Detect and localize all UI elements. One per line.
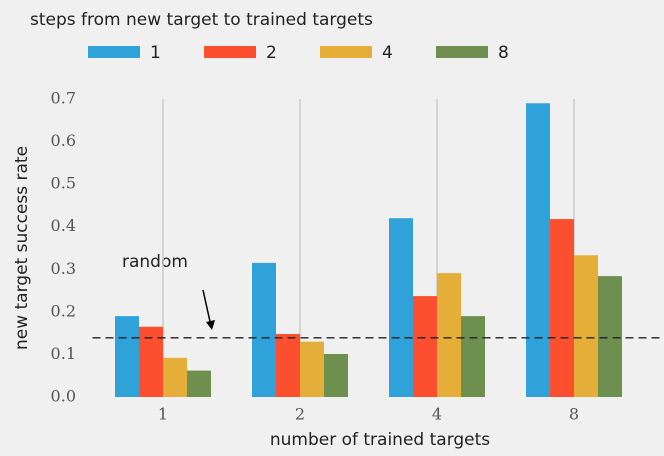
y-tick-label: 0.2 xyxy=(51,301,76,320)
bar xyxy=(300,341,324,397)
legend-swatch xyxy=(204,46,256,58)
bar xyxy=(252,262,276,397)
x-tick-label: 2 xyxy=(295,405,305,424)
bar xyxy=(550,219,574,397)
legend-swatch xyxy=(320,46,372,58)
legend-swatch xyxy=(88,46,140,58)
x-tick-label: 4 xyxy=(432,405,442,424)
legend-label: 8 xyxy=(498,43,509,63)
bar xyxy=(598,276,622,397)
annotation: random xyxy=(122,252,188,272)
bar xyxy=(526,103,550,397)
x-tick-label: 1 xyxy=(158,405,168,424)
legend-swatch xyxy=(436,46,488,58)
legend-title: steps from new target to trained targets xyxy=(30,10,373,30)
bar xyxy=(574,255,598,397)
legend-label: 1 xyxy=(150,43,161,63)
y-tick-label: 0.1 xyxy=(51,344,76,363)
y-tick-label: 0.6 xyxy=(51,131,76,150)
x-tick-label: 8 xyxy=(569,405,579,424)
bar xyxy=(413,296,437,397)
legend-label: 4 xyxy=(382,43,393,63)
bar xyxy=(163,357,187,397)
y-tick-label: 0.4 xyxy=(51,216,76,235)
y-tick-label: 0.7 xyxy=(51,89,76,108)
bar xyxy=(461,316,485,397)
y-axis-label: new target success rate xyxy=(12,146,32,350)
bar xyxy=(276,333,300,397)
y-tick-label: 0.0 xyxy=(51,387,76,406)
y-tick-label: 0.5 xyxy=(51,174,76,193)
annotation-arrowhead xyxy=(206,320,215,330)
bar xyxy=(324,354,348,397)
bar xyxy=(389,218,413,397)
bar xyxy=(187,370,211,397)
legend-label: 2 xyxy=(266,43,277,63)
y-tick-label: 0.3 xyxy=(51,259,76,278)
bar xyxy=(437,273,461,397)
x-axis-label: number of trained targets xyxy=(270,430,490,450)
annotation-arrow xyxy=(202,289,212,327)
bar xyxy=(115,316,139,397)
